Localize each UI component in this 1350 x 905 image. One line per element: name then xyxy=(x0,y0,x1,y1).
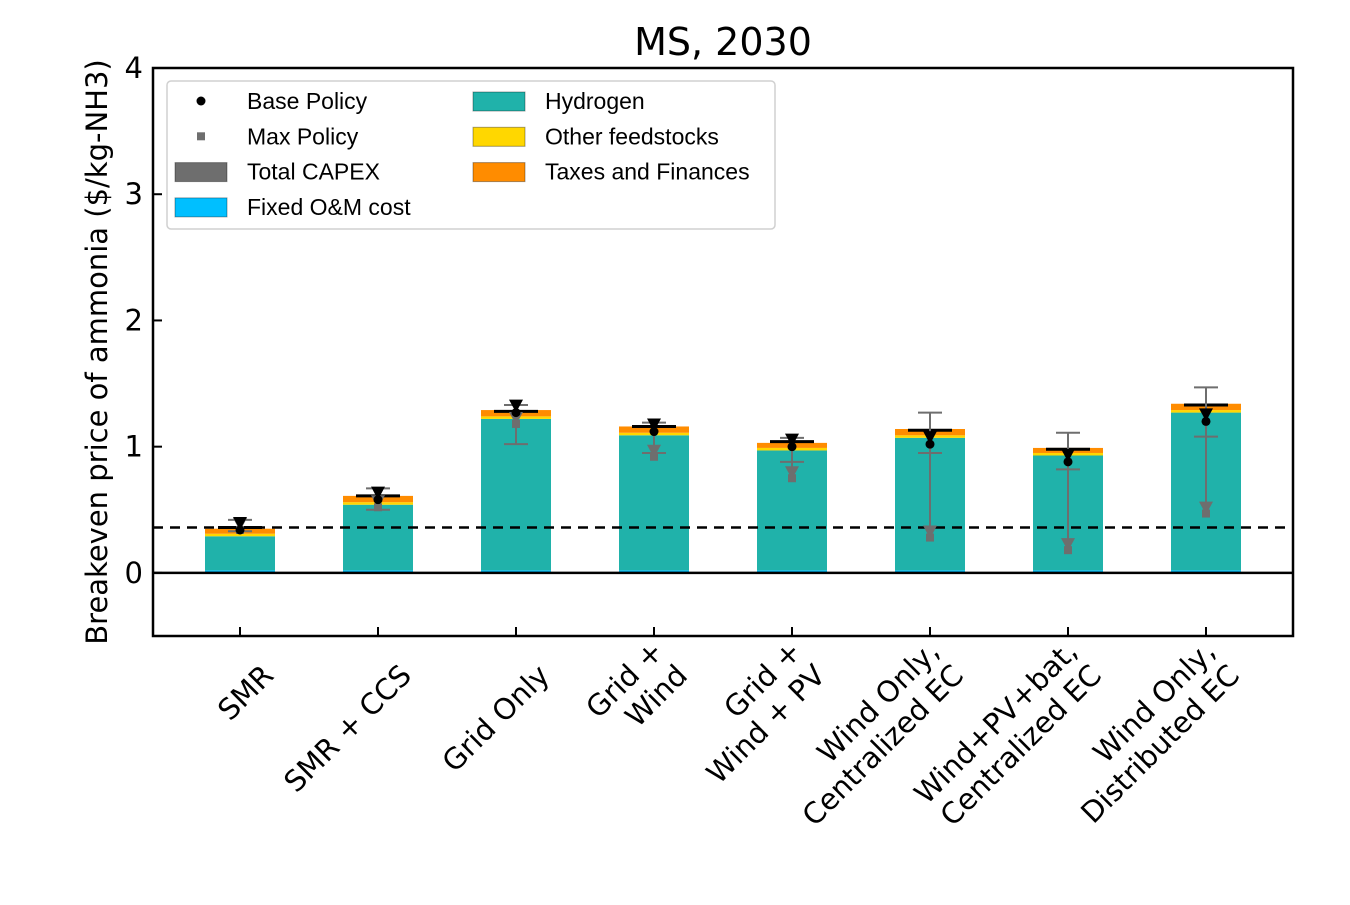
max-policy-point xyxy=(1064,546,1072,555)
base-policy-point xyxy=(925,439,935,449)
plot-layer: 0 1 2 3 4 xyxy=(125,51,1295,638)
legend-box xyxy=(166,80,776,230)
bar-hydrogen xyxy=(343,504,413,571)
bar-hydrogen xyxy=(205,536,275,571)
base-policy-point xyxy=(1201,416,1211,426)
max-policy-point xyxy=(1202,509,1210,518)
x-tick-label: SMR xyxy=(211,658,280,727)
x-tick-label: Grid +Wind xyxy=(579,634,694,749)
base-policy-arrow xyxy=(371,486,385,500)
legend-marker-total-capex xyxy=(174,162,228,183)
bar-fixed-o-m-cost xyxy=(481,570,551,573)
max-policy-arrow xyxy=(1061,538,1075,552)
max-policy-arrow xyxy=(1199,501,1213,515)
legend-label-max-policy: Max Policy xyxy=(247,123,359,149)
base-policy-arrow xyxy=(785,433,799,447)
y-tick-label: 2 xyxy=(125,303,143,337)
base-policy-arrow xyxy=(1199,408,1213,422)
legend-marker-base-policy xyxy=(196,96,206,106)
legend: Base Policy Max Policy Total CAPEX Fixed O&… xyxy=(166,80,776,230)
base-policy-point xyxy=(787,442,797,452)
base-policy-point xyxy=(373,495,383,505)
legend-marker-hydrogen xyxy=(472,91,526,112)
legend-label-other-feedstocks: Other feedstocks xyxy=(545,123,719,149)
base-policy-point xyxy=(1063,457,1073,467)
chart-title: MS, 2030 xyxy=(634,20,812,64)
base-policy-arrow xyxy=(923,431,937,445)
bar-fixed-o-m-cost xyxy=(895,570,965,573)
max-policy-arrow xyxy=(923,525,937,539)
x-tick-label-line: SMR + CCS xyxy=(277,658,418,799)
x-tick-label: Grid Only xyxy=(435,658,556,779)
base-policy-point xyxy=(511,408,521,418)
bar-fixed-o-m-cost xyxy=(205,570,275,573)
max-policy-arrow xyxy=(647,444,661,458)
y-tick-label: 3 xyxy=(125,177,143,211)
y-tick-label: 4 xyxy=(125,51,143,85)
bar-fixed-o-m-cost xyxy=(757,570,827,573)
bar-fixed-o-m-cost xyxy=(619,570,689,573)
legend-marker-max-policy xyxy=(197,132,205,141)
y-tick-label: 0 xyxy=(125,556,143,590)
bar-other-feedstocks xyxy=(205,533,275,537)
max-policy-point xyxy=(374,503,382,512)
max-policy-point xyxy=(512,419,520,428)
x-tick-label: SMR + CCS xyxy=(277,658,418,799)
max-policy-point xyxy=(926,533,934,542)
max-policy-point xyxy=(650,452,658,461)
max-policy-arrow xyxy=(785,466,799,480)
y-tick-label: 1 xyxy=(125,430,143,464)
legend-label-base-policy: Base Policy xyxy=(247,88,368,114)
base-policy-point xyxy=(649,427,659,437)
legend-label-total-capex: Total CAPEX xyxy=(247,159,380,185)
x-tick-label: Grid +Wind + PV xyxy=(676,634,832,790)
base-policy-arrow xyxy=(1061,448,1075,462)
base-policy-arrow xyxy=(233,516,247,530)
bar-fixed-o-m-cost xyxy=(1033,570,1103,573)
bar-fixed-o-m-cost xyxy=(343,570,413,573)
x-tick-label-line: Grid Only xyxy=(435,658,556,779)
legend-label-hydrogen: Hydrogen xyxy=(545,88,645,114)
legend-label-fixed-o-m-cost: Fixed O&M cost xyxy=(247,194,411,220)
legend-marker-fixed-o-m-cost xyxy=(174,197,228,218)
legend-marker-other-feedstocks xyxy=(472,126,526,147)
legend-label-taxes-and-finances: Taxes and Finances xyxy=(545,159,750,185)
base-policy-arrow xyxy=(647,418,661,432)
x-tick-label-line: SMR xyxy=(211,658,280,727)
legend-marker-taxes-and-finances xyxy=(472,162,526,183)
y-axis-label: Breakeven price of ammonia ($/kg-NH3) xyxy=(80,59,114,644)
plot-frame xyxy=(151,66,1295,638)
max-policy-point xyxy=(788,474,796,483)
base-policy-point xyxy=(235,525,245,535)
base-policy-arrow xyxy=(509,399,523,413)
bar-fixed-o-m-cost xyxy=(1171,570,1241,573)
